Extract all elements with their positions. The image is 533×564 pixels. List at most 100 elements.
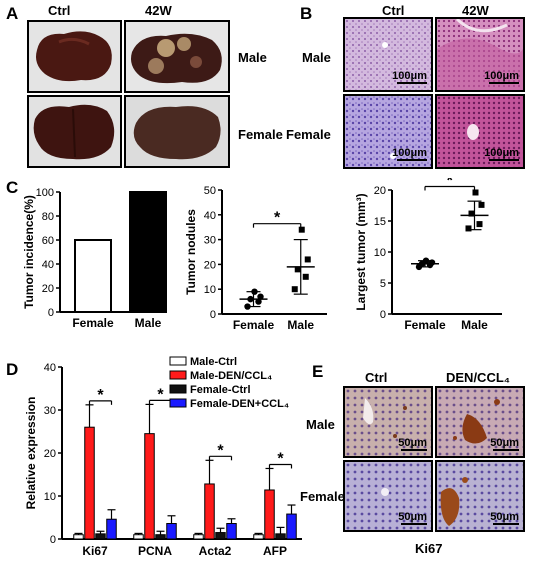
- chart-largest-tumor: 0 5 10 15 20 Largest tumor (mm³) Female Male *: [354, 178, 502, 332]
- scale-label: 50μm: [398, 511, 427, 523]
- largest-sig-star: *: [447, 178, 454, 189]
- nodules-x-label: Female: [233, 318, 275, 332]
- expression-sig-star: *: [157, 386, 164, 403]
- incidence-y-tick-label: 80: [42, 211, 54, 223]
- ihc-ki67-female-den: 50μm: [435, 460, 525, 532]
- panel-d-chart: 0 10 20 30 40 Relative expression Ki67 * PCNA * Ac…: [24, 356, 302, 558]
- scale-label: 100μm: [392, 70, 427, 82]
- expression-x-label: Acta2: [199, 544, 232, 558]
- legend-swatch: [169, 356, 187, 366]
- expression-bar: [155, 534, 166, 540]
- chart-relative-expression: 0 10 20 30 40 Relative expression Ki67 * PCNA * Ac…: [24, 356, 302, 558]
- nodules-y-tick-label: 0: [210, 309, 216, 321]
- panel-e-header-den: DEN/CCL₄: [446, 370, 510, 385]
- incidence-x-label: Male: [135, 316, 162, 330]
- scale-bar: [493, 449, 519, 451]
- expression-bar: [204, 483, 215, 540]
- incidence-x-label: Female: [72, 316, 114, 330]
- nodules-y-tick-label: 40: [204, 210, 216, 222]
- histology-he-male-ctrl: 100μm: [343, 17, 433, 92]
- expression-x-label: Ki67: [82, 544, 108, 558]
- largest-y-tick-label: 0: [380, 309, 386, 321]
- panel-a-header-42w: 42W: [145, 3, 172, 18]
- expression-bar: [144, 433, 155, 540]
- panel-b-row-female: Female: [286, 127, 331, 142]
- nodules-sig-star: *: [274, 210, 281, 227]
- expression-bar: [215, 532, 226, 540]
- panel-a-header-ctrl: Ctrl: [48, 3, 71, 18]
- histology-he-female-ctrl: 100μm: [343, 94, 433, 169]
- incidence-y-tick-label: 100: [36, 187, 54, 199]
- expression-bar: [253, 534, 264, 540]
- panel-b-header-42w: 42W: [462, 3, 489, 18]
- nodules-y-tick-label: 10: [204, 284, 216, 296]
- nodules-y-tick-label: 20: [204, 259, 216, 271]
- nodules-point-female: [255, 298, 262, 305]
- expression-y-tick-label: 20: [44, 448, 56, 460]
- panel-e-caption: Ki67: [415, 541, 443, 556]
- photo-liver-female-42w: [124, 95, 230, 168]
- nodules-x-label: Male: [287, 318, 314, 332]
- expression-bar: [264, 489, 275, 540]
- largest-point-male: [465, 225, 472, 232]
- scale-label: 100μm: [484, 70, 519, 82]
- nodules-point-female: [257, 293, 264, 300]
- scale-bar: [397, 159, 427, 161]
- expression-sig-star: *: [217, 442, 224, 459]
- photo-liver-female-ctrl: [27, 95, 122, 168]
- expression-sig-star: *: [277, 450, 284, 467]
- ihc-ki67-male-den: 50μm: [435, 386, 525, 458]
- largest-y-tick-label: 10: [374, 247, 386, 259]
- expression-x-label: PCNA: [138, 544, 172, 558]
- panel-e-label: E: [312, 362, 324, 381]
- largest-point-male: [472, 189, 479, 196]
- largest-y-tick-label: 5: [380, 278, 386, 290]
- scale-bar: [401, 449, 427, 451]
- ihc-ki67-male-ctrl: 50μm: [343, 386, 433, 458]
- nodules-y-tick-label: 30: [204, 235, 216, 247]
- expression-bar: [84, 426, 95, 540]
- scale-bar: [401, 523, 427, 525]
- largest-point-male: [476, 221, 483, 228]
- scale-label: 100μm: [484, 147, 519, 159]
- expression-bar: [275, 533, 286, 540]
- scale-bar: [489, 159, 519, 161]
- expression-bar: [73, 534, 84, 540]
- scale-label: 100μm: [392, 147, 427, 159]
- expression-y-tick-label: 40: [44, 362, 56, 374]
- expression-y-tick-label: 30: [44, 405, 56, 417]
- expression-bar: [133, 534, 144, 540]
- photo-liver-male-42w: [124, 20, 230, 93]
- panel-e-header-ctrl: Ctrl: [365, 370, 388, 385]
- legend-swatch: [169, 384, 187, 394]
- scale-label: 50μm: [490, 511, 519, 523]
- ihc-ki67-female-ctrl: 50μm: [343, 460, 433, 532]
- panel-a-row-female: Female: [238, 127, 283, 142]
- nodules-point-female: [251, 288, 258, 295]
- expression-bar: [286, 513, 297, 540]
- largest-point-female: [428, 259, 436, 266]
- incidence-bar-female: [74, 239, 112, 313]
- nodules-point-male: [304, 256, 311, 263]
- histology-he-male-42w: 100μm: [435, 17, 525, 92]
- histology-he-female-42w: 100μm: [435, 94, 525, 169]
- scale-bar: [397, 82, 427, 84]
- nodules-point-female: [247, 295, 254, 303]
- expression-y-tick-label: 0: [50, 534, 56, 546]
- incidence-bar-male: [129, 191, 167, 313]
- panel-e-row-male: Male: [306, 417, 335, 432]
- chart-tumor-nodules: 0 10 20 30 40 50 Tumor nodules Female Male *: [184, 185, 327, 332]
- legend-label: Female-Ctrl: [190, 384, 251, 396]
- largest-x-label: Male: [461, 318, 488, 332]
- legend-label: Male-Ctrl: [190, 356, 237, 368]
- incidence-y-axis-label: Tumor incidence(%): [22, 195, 36, 309]
- nodules-point-male: [302, 273, 309, 280]
- largest-point-male: [468, 210, 475, 217]
- panel-a-label: A: [6, 4, 19, 23]
- nodules-point-male: [294, 266, 301, 273]
- largest-x-label: Female: [404, 318, 446, 332]
- nodules-point-female: [244, 303, 251, 310]
- expression-bar: [166, 523, 177, 540]
- nodules-point-male: [291, 286, 298, 293]
